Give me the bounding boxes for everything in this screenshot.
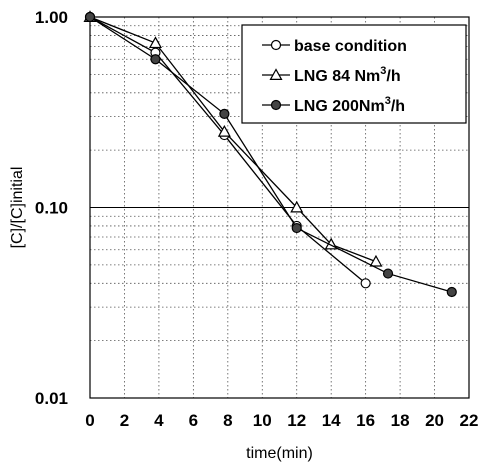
open-circle-marker: [270, 39, 282, 51]
x-tick-label: 14: [322, 411, 341, 430]
x-tick-label: 6: [189, 411, 198, 430]
x-tick-label: 16: [356, 411, 375, 430]
y-tick-label: 0.10: [35, 199, 68, 218]
series-line: [89, 16, 377, 263]
filled-circle-marker: [446, 286, 457, 298]
series-line: [89, 16, 452, 293]
filled-circle-marker: [84, 11, 96, 23]
open-triangle-marker: [290, 200, 304, 213]
x-axis-title: time(min): [246, 445, 313, 462]
x-tick-label: 10: [253, 411, 272, 430]
legend: base condition LNG 84 Nm3/h LNG 200Nm3/h: [241, 24, 467, 124]
open-triangle-marker: [269, 68, 283, 81]
y-tick-label: 1.00: [35, 8, 68, 27]
filled-circle-marker: [291, 222, 302, 234]
filled-circle-marker: [382, 268, 394, 279]
filled-circle-marker: [270, 99, 282, 111]
x-tick-label: 18: [391, 411, 410, 430]
series-layer: [83, 10, 457, 298]
y-axis-title: [C]/[C]initial: [9, 167, 26, 249]
open-circle-marker: [360, 278, 371, 289]
legend-item: LNG 84 Nm3/h: [262, 65, 401, 85]
plot-frame: [89, 16, 470, 399]
open-triangle-marker: [217, 124, 231, 137]
legend-label: base condition: [294, 38, 407, 55]
legend-label: LNG 84 Nm3/h: [294, 65, 401, 85]
filled-circle-marker: [219, 108, 230, 119]
open-triangle-marker: [148, 36, 162, 49]
x-tick-label: 4: [154, 411, 164, 430]
series-2: [84, 11, 457, 298]
filled-circle-marker: [150, 54, 161, 65]
x-tick-label: 20: [425, 411, 444, 430]
legend-item: base condition: [262, 38, 407, 55]
y-tick-label: 0.01: [35, 389, 68, 408]
legend-label: LNG 200Nm3/h: [294, 95, 405, 115]
x-tick-label: 0: [85, 411, 94, 430]
x-tick-label: 12: [287, 411, 306, 430]
x-tick-label: 8: [223, 411, 232, 430]
open-triangle-marker: [369, 254, 383, 267]
x-tick-label: 2: [120, 411, 129, 430]
legend-item: LNG 200Nm3/h: [262, 95, 405, 115]
tick-labels: 0 2 4 6 8 10 12 14 16 18 20 22 1.00 0.10 0.01: [35, 8, 479, 430]
x-tick-label: 22: [460, 411, 479, 430]
